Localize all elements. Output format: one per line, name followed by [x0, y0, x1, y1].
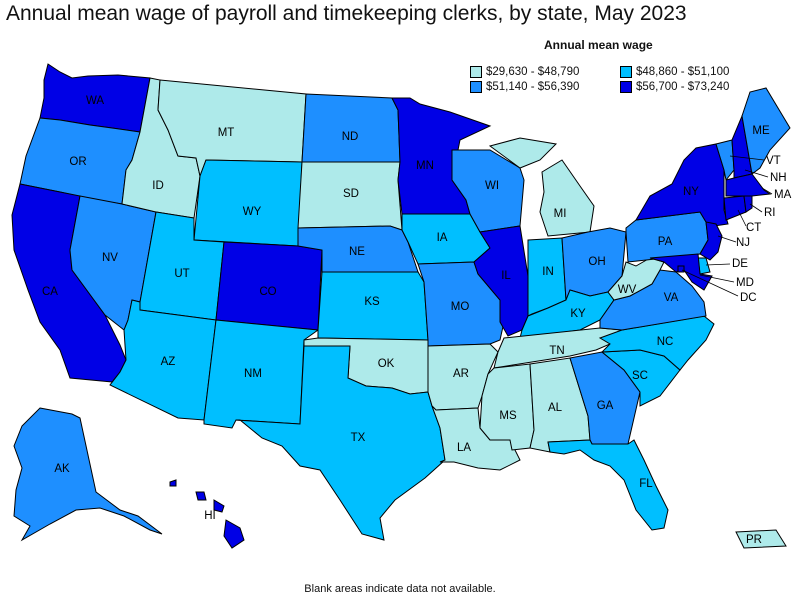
state-label-MO: MO: [451, 301, 470, 313]
state-label-GA: GA: [597, 400, 614, 412]
state-label-DE: DE: [732, 258, 748, 270]
state-label-IL: IL: [501, 270, 511, 282]
state-ME[interactable]: [741, 87, 791, 175]
state-label-NE: NE: [349, 246, 365, 258]
state-CT[interactable]: [723, 195, 747, 221]
state-label-IN: IN: [542, 266, 554, 278]
leader-line-MA: [761, 187, 773, 195]
state-label-IA: IA: [437, 232, 448, 244]
state-label-PA: PA: [658, 236, 673, 248]
state-label-ID: ID: [152, 180, 164, 192]
state-VT[interactable]: [715, 139, 735, 182]
leader-line-DE: [705, 263, 731, 266]
state-label-MA: MA: [774, 189, 792, 201]
state-label-NC: NC: [657, 336, 674, 348]
legend-item: $29,630 - $48,790: [470, 66, 579, 78]
state-label-ME: ME: [752, 125, 770, 137]
state-MA[interactable]: [725, 173, 772, 197]
state-label-NM: NM: [244, 368, 262, 380]
legend-label: $29,630 - $48,790: [486, 66, 580, 78]
state-AK[interactable]: [13, 407, 163, 542]
legend-title: Annual mean wage: [544, 38, 653, 52]
state-label-VT: VT: [766, 155, 781, 167]
state-RI[interactable]: [743, 195, 753, 213]
legend-swatch: [470, 81, 482, 93]
state-NJ[interactable]: [699, 221, 723, 261]
state-label-WI: WI: [485, 180, 499, 192]
state-MD[interactable]: [649, 253, 713, 291]
state-label-RI: RI: [764, 207, 776, 219]
legend-label: $56,700 - $73,240: [636, 81, 730, 93]
state-label-NJ: NJ: [736, 237, 750, 249]
state-HI[interactable]: [169, 479, 245, 549]
legend-swatch: [620, 81, 632, 93]
state-label-LA: LA: [457, 442, 471, 454]
state-MS[interactable]: [479, 363, 535, 451]
state-label-MN: MN: [416, 160, 434, 172]
state-label-TN: TN: [549, 345, 564, 357]
state-label-TX: TX: [351, 432, 366, 444]
state-AR[interactable]: [427, 343, 499, 411]
state-label-NH: NH: [770, 172, 787, 184]
state-label-SC: SC: [632, 370, 648, 382]
legend-item: $51,140 - $56,390: [470, 81, 579, 93]
leader-line-RI: [749, 203, 763, 213]
legend-swatch: [620, 66, 632, 78]
state-label-MT: MT: [218, 127, 235, 139]
state-label-NV: NV: [102, 252, 118, 264]
state-label-MD: MD: [736, 277, 754, 289]
state-label-AZ: AZ: [161, 356, 176, 368]
state-CO[interactable]: [215, 241, 323, 331]
legend-label: $48,860 - $51,100: [636, 66, 730, 78]
legend-label: $51,140 - $56,390: [486, 81, 580, 93]
leader-line-DC: [681, 269, 739, 297]
state-label-DC: DC: [740, 292, 757, 304]
state-label-WA: WA: [86, 95, 104, 107]
state-label-CA: CA: [42, 286, 58, 298]
state-NY[interactable]: [635, 143, 729, 227]
state-label-AK: AK: [54, 463, 70, 475]
state-label-CT: CT: [746, 222, 761, 234]
state-ND[interactable]: [301, 93, 401, 163]
state-IL[interactable]: [473, 225, 529, 337]
footnote: Blank areas indicate data not available.: [304, 583, 496, 595]
map-title: Annual mean wage of payroll and timekeep…: [6, 2, 687, 25]
state-label-UT: UT: [174, 268, 189, 280]
state-label-MS: MS: [499, 410, 517, 422]
legend-item: $56,700 - $73,240: [620, 81, 729, 93]
state-label-MI: MI: [554, 208, 567, 220]
state-label-NY: NY: [683, 186, 699, 198]
state-label-OR: OR: [69, 156, 86, 168]
leader-line-NH: [744, 169, 769, 178]
state-WY[interactable]: [193, 159, 303, 247]
state-label-KS: KS: [364, 296, 380, 308]
leader-line-MD: [699, 274, 735, 283]
state-label-HI: HI: [204, 510, 216, 522]
state-label-WY: WY: [243, 206, 262, 218]
state-DC[interactable]: [677, 265, 685, 273]
legend-item: $48,860 - $51,100: [620, 66, 729, 78]
state-label-AL: AL: [548, 402, 563, 414]
state-label-OH: OH: [588, 256, 605, 268]
state-label-PR: PR: [746, 534, 762, 546]
leader-line-CT: [737, 209, 747, 227]
state-label-WV: WV: [618, 284, 637, 296]
state-label-SD: SD: [343, 188, 359, 200]
state-label-OK: OK: [378, 358, 395, 370]
state-label-KY: KY: [570, 308, 586, 320]
state-label-AR: AR: [453, 368, 469, 380]
leader-line-NJ: [717, 235, 737, 243]
legend-swatch: [470, 66, 482, 78]
state-label-CO: CO: [259, 286, 276, 298]
state-label-ND: ND: [342, 131, 359, 143]
state-FL[interactable]: [547, 439, 669, 531]
state-label-VA: VA: [664, 292, 679, 304]
leader-line-VT: [729, 155, 765, 161]
state-TX[interactable]: [235, 345, 446, 541]
state-PR[interactable]: [735, 529, 787, 549]
state-label-FL: FL: [639, 478, 653, 490]
